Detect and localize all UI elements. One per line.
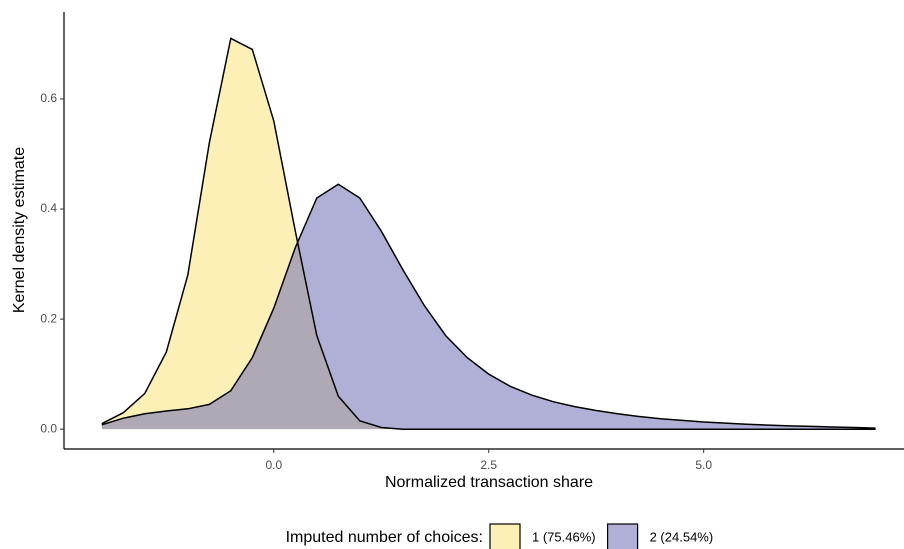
legend-title: Imputed number of choices:	[286, 529, 483, 546]
density-area	[101, 184, 876, 430]
density-line	[101, 183, 876, 429]
x-axis-title: Normalized transaction share	[385, 474, 593, 491]
y-tick-label: 0.6	[40, 91, 57, 105]
x-tick-label: 0.0	[265, 458, 282, 472]
legend-swatch	[606, 523, 639, 549]
x-tick-label: 2.5	[480, 458, 497, 472]
x-tick-label: 5.0	[695, 458, 712, 472]
density-area	[101, 38, 876, 430]
legend-label: 1 (75.46%)	[532, 529, 596, 544]
y-tick-label: 0.2	[40, 311, 57, 325]
y-tick-label: 0.0	[40, 421, 57, 435]
density-line	[101, 37, 876, 430]
y-axis-title: Kernel density estimate	[11, 147, 28, 313]
y-tick-label: 0.4	[40, 201, 57, 215]
legend-label: 2 (24.54%)	[650, 529, 714, 544]
legend-swatch	[489, 523, 521, 549]
